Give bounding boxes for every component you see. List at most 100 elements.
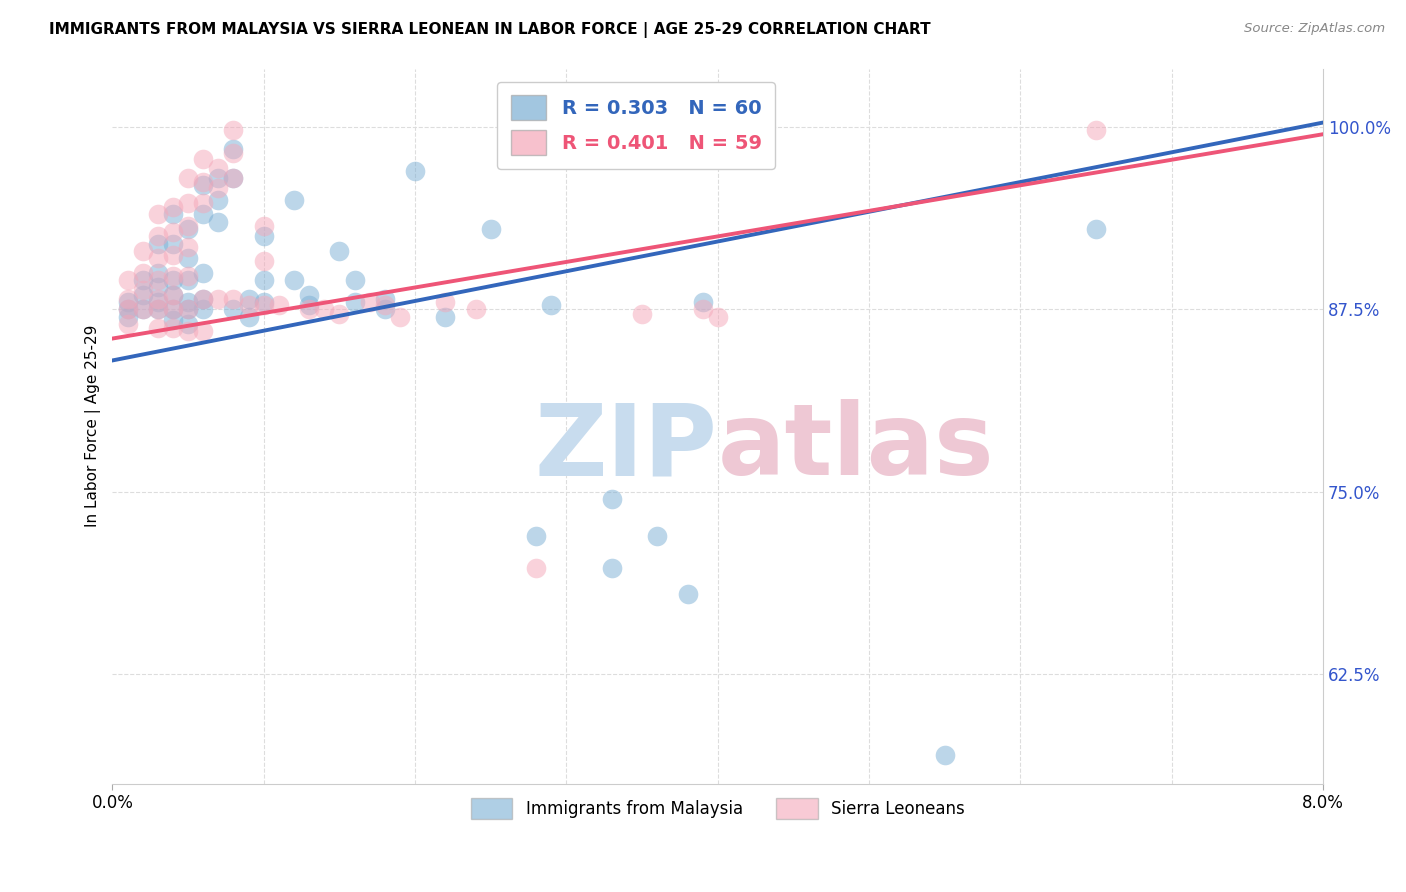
Point [162, 236, 184, 251]
Point [1085, 222, 1108, 236]
Point [193, 195, 215, 210]
Point [177, 317, 200, 331]
Point [283, 273, 305, 287]
Point [222, 123, 245, 137]
Text: ZIP: ZIP [534, 399, 718, 496]
Point [146, 295, 169, 310]
Point [193, 266, 215, 280]
Point [207, 181, 229, 195]
Point [267, 298, 290, 312]
Text: atlas: atlas [718, 399, 994, 496]
Point [177, 239, 200, 253]
Point [177, 324, 200, 338]
Point [238, 298, 260, 312]
Point [631, 307, 654, 321]
Point [222, 142, 245, 156]
Point [207, 171, 229, 186]
Point [207, 161, 229, 175]
Point [162, 287, 184, 301]
Point [131, 287, 153, 301]
Legend: Immigrants from Malaysia, Sierra Leoneans: Immigrants from Malaysia, Sierra Leonean… [464, 792, 972, 825]
Point [162, 312, 184, 326]
Point [177, 222, 200, 236]
Point [222, 171, 245, 186]
Point [162, 207, 184, 221]
Point [238, 292, 260, 306]
Point [117, 302, 139, 317]
Point [374, 292, 396, 306]
Point [707, 310, 730, 324]
Point [146, 207, 169, 221]
Point [253, 254, 276, 268]
Point [253, 273, 276, 287]
Point [177, 268, 200, 283]
Point [162, 287, 184, 301]
Point [146, 266, 169, 280]
Point [177, 273, 200, 287]
Point [298, 287, 321, 301]
Point [934, 747, 956, 762]
Point [193, 292, 215, 306]
Point [479, 222, 502, 236]
Point [193, 302, 215, 317]
Point [193, 207, 215, 221]
Point [600, 560, 623, 574]
Point [314, 302, 336, 317]
Point [524, 528, 547, 542]
Point [117, 292, 139, 306]
Point [177, 302, 200, 317]
Point [131, 302, 153, 317]
Point [131, 302, 153, 317]
Point [253, 229, 276, 244]
Point [162, 302, 184, 317]
Point [207, 215, 229, 229]
Point [645, 528, 668, 542]
Point [388, 310, 411, 324]
Point [162, 273, 184, 287]
Point [404, 163, 426, 178]
Point [146, 236, 169, 251]
Point [177, 171, 200, 186]
Point [146, 321, 169, 335]
Text: Source: ZipAtlas.com: Source: ZipAtlas.com [1244, 22, 1385, 36]
Point [131, 284, 153, 298]
Point [222, 292, 245, 306]
Point [117, 295, 139, 310]
Point [162, 268, 184, 283]
Point [177, 252, 200, 266]
Point [193, 175, 215, 189]
Point [131, 266, 153, 280]
Point [253, 298, 276, 312]
Point [253, 219, 276, 234]
Point [434, 295, 457, 310]
Point [298, 298, 321, 312]
Point [222, 171, 245, 186]
Point [540, 298, 562, 312]
Point [676, 587, 699, 601]
Point [207, 292, 229, 306]
Point [434, 310, 457, 324]
Point [146, 302, 169, 317]
Point [328, 307, 350, 321]
Point [193, 292, 215, 306]
Point [692, 295, 714, 310]
Point [328, 244, 350, 258]
Point [162, 248, 184, 262]
Point [131, 273, 153, 287]
Point [238, 310, 260, 324]
Point [177, 195, 200, 210]
Point [464, 302, 486, 317]
Point [343, 295, 366, 310]
Point [162, 321, 184, 335]
Point [117, 273, 139, 287]
Point [343, 273, 366, 287]
Point [146, 273, 169, 287]
Point [222, 302, 245, 317]
Point [146, 292, 169, 306]
Point [298, 302, 321, 317]
Point [374, 302, 396, 317]
Point [146, 252, 169, 266]
Point [600, 492, 623, 507]
Point [117, 310, 139, 324]
Point [193, 152, 215, 166]
